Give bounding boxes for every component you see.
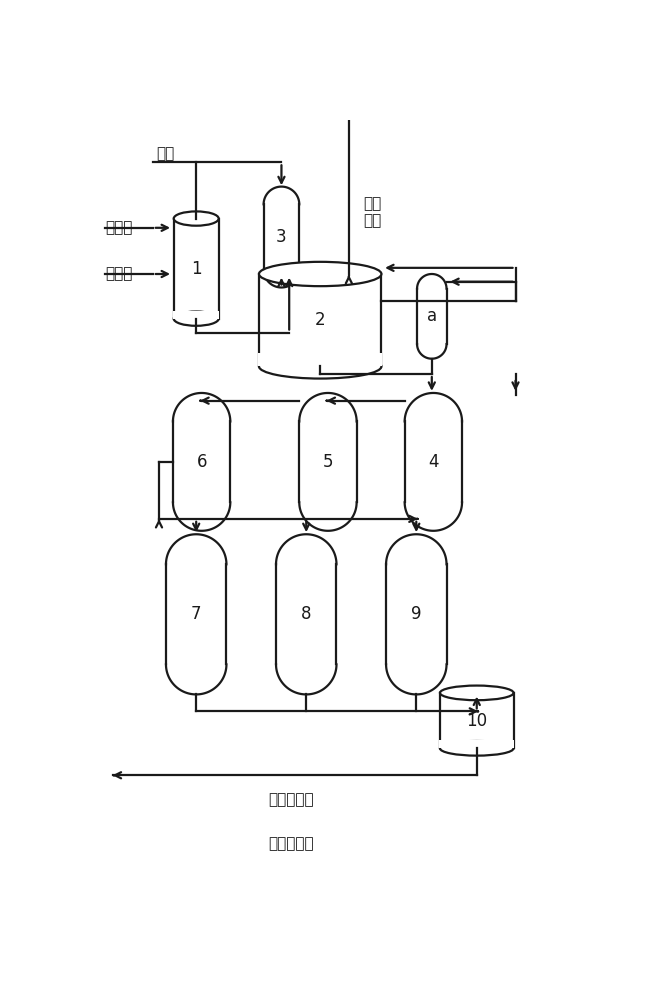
Text: 6: 6 — [196, 453, 207, 471]
Polygon shape — [173, 393, 230, 531]
Text: 间苯
二胺: 间苯 二胺 — [363, 196, 381, 229]
Polygon shape — [173, 311, 220, 319]
Text: 母液水回用: 母液水回用 — [268, 792, 314, 807]
Text: 1: 1 — [191, 260, 201, 278]
Text: 10: 10 — [466, 712, 487, 730]
Text: 氯化氢: 氯化氢 — [105, 266, 132, 282]
Text: 3: 3 — [276, 228, 287, 246]
Polygon shape — [405, 393, 462, 531]
Ellipse shape — [173, 312, 218, 326]
Text: 醋酸: 醋酸 — [156, 146, 175, 161]
Ellipse shape — [440, 741, 514, 756]
Polygon shape — [439, 740, 514, 748]
Text: 母液水回用: 母液水回用 — [268, 836, 314, 851]
Text: 9: 9 — [411, 605, 422, 623]
Text: a: a — [427, 307, 437, 325]
Polygon shape — [263, 187, 299, 287]
Text: 5: 5 — [323, 453, 333, 471]
Text: 母液水: 母液水 — [105, 220, 132, 235]
Polygon shape — [166, 534, 226, 694]
Polygon shape — [258, 353, 382, 366]
Ellipse shape — [440, 686, 514, 700]
Ellipse shape — [259, 354, 381, 379]
Ellipse shape — [259, 262, 381, 286]
Polygon shape — [259, 274, 381, 366]
Polygon shape — [417, 274, 447, 359]
Text: 7: 7 — [191, 605, 201, 623]
Polygon shape — [299, 393, 357, 531]
Polygon shape — [386, 534, 447, 694]
Polygon shape — [276, 534, 336, 694]
Text: 4: 4 — [428, 453, 439, 471]
Text: 2: 2 — [315, 311, 325, 329]
Text: 8: 8 — [301, 605, 312, 623]
Ellipse shape — [173, 211, 218, 226]
Polygon shape — [173, 219, 218, 319]
Polygon shape — [440, 693, 514, 748]
